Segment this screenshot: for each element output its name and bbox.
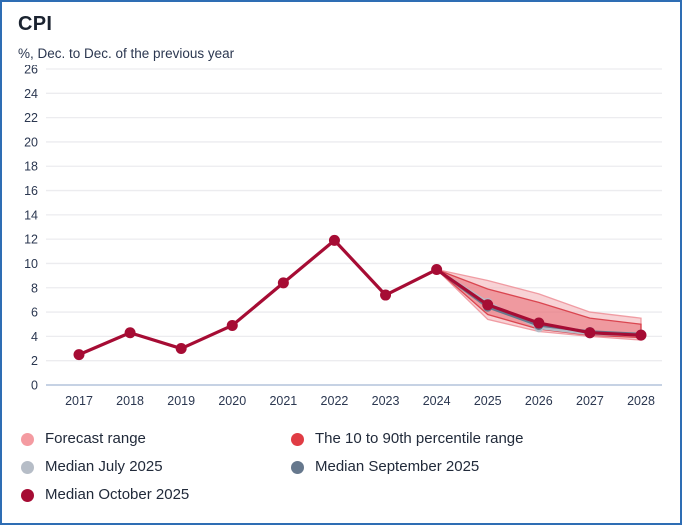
chart-subtitle: %, Dec. to Dec. of the previous year [18,46,235,61]
svg-text:16: 16 [24,184,38,198]
svg-text:2019: 2019 [167,394,195,408]
median-september-swatch-icon [291,460,304,474]
svg-text:10: 10 [24,257,38,271]
svg-text:12: 12 [24,233,38,247]
forecast-range-swatch-icon [21,432,34,446]
legend-label-forecast-range: Forecast range [45,430,146,447]
svg-text:6: 6 [31,306,38,320]
svg-text:24: 24 [24,87,38,101]
svg-text:2025: 2025 [474,394,502,408]
svg-text:2024: 2024 [423,394,451,408]
legend-label-percentile-range: The 10 to 90th percentile range [315,430,524,447]
svg-text:2017: 2017 [65,394,93,408]
chart-area: 0 2 4 6 8 10 12 14 16 18 20 22 24 26 2017 2018 2019 2020 2… [2,63,680,418]
svg-text:2020: 2020 [218,394,246,408]
page-title: CPI [18,13,53,35]
legend-label-median-october: Median October 2025 [45,486,190,503]
svg-text:20: 20 [24,135,38,149]
svg-text:2018: 2018 [116,394,144,408]
legend-label-median-september: Median September 2025 [315,458,480,475]
svg-text:22: 22 [24,111,38,125]
svg-text:26: 26 [24,65,38,77]
legend-item-percentile-range[interactable]: The 10 to 90th percentile range [291,430,670,448]
svg-text:4: 4 [31,330,38,344]
legend-item-median-october[interactable]: Median October 2025 [21,486,291,504]
svg-text:2023: 2023 [372,394,400,408]
svg-text:18: 18 [24,160,38,174]
svg-text:14: 14 [24,208,38,222]
svg-text:0: 0 [31,379,38,393]
svg-text:2022: 2022 [321,394,349,408]
chart-legend: Forecast range The 10 to 90th percentile… [2,418,680,504]
svg-text:2027: 2027 [576,394,604,408]
svg-text:2028: 2028 [627,394,655,408]
svg-text:2: 2 [31,354,38,368]
svg-text:2026: 2026 [525,394,553,408]
legend-item-median-july[interactable]: Median July 2025 [21,458,291,476]
legend-label-median-july: Median July 2025 [45,458,163,475]
median-october-swatch-icon [21,488,34,502]
legend-item-median-september[interactable]: Median September 2025 [291,458,670,476]
percentile-range-swatch-icon [291,432,304,446]
chart-header: CPI %, Dec. to Dec. of the previous year [2,2,680,61]
svg-text:2021: 2021 [269,394,297,408]
median-july-swatch-icon [21,460,34,474]
legend-item-forecast-range[interactable]: Forecast range [21,430,291,448]
svg-text:8: 8 [31,281,38,295]
